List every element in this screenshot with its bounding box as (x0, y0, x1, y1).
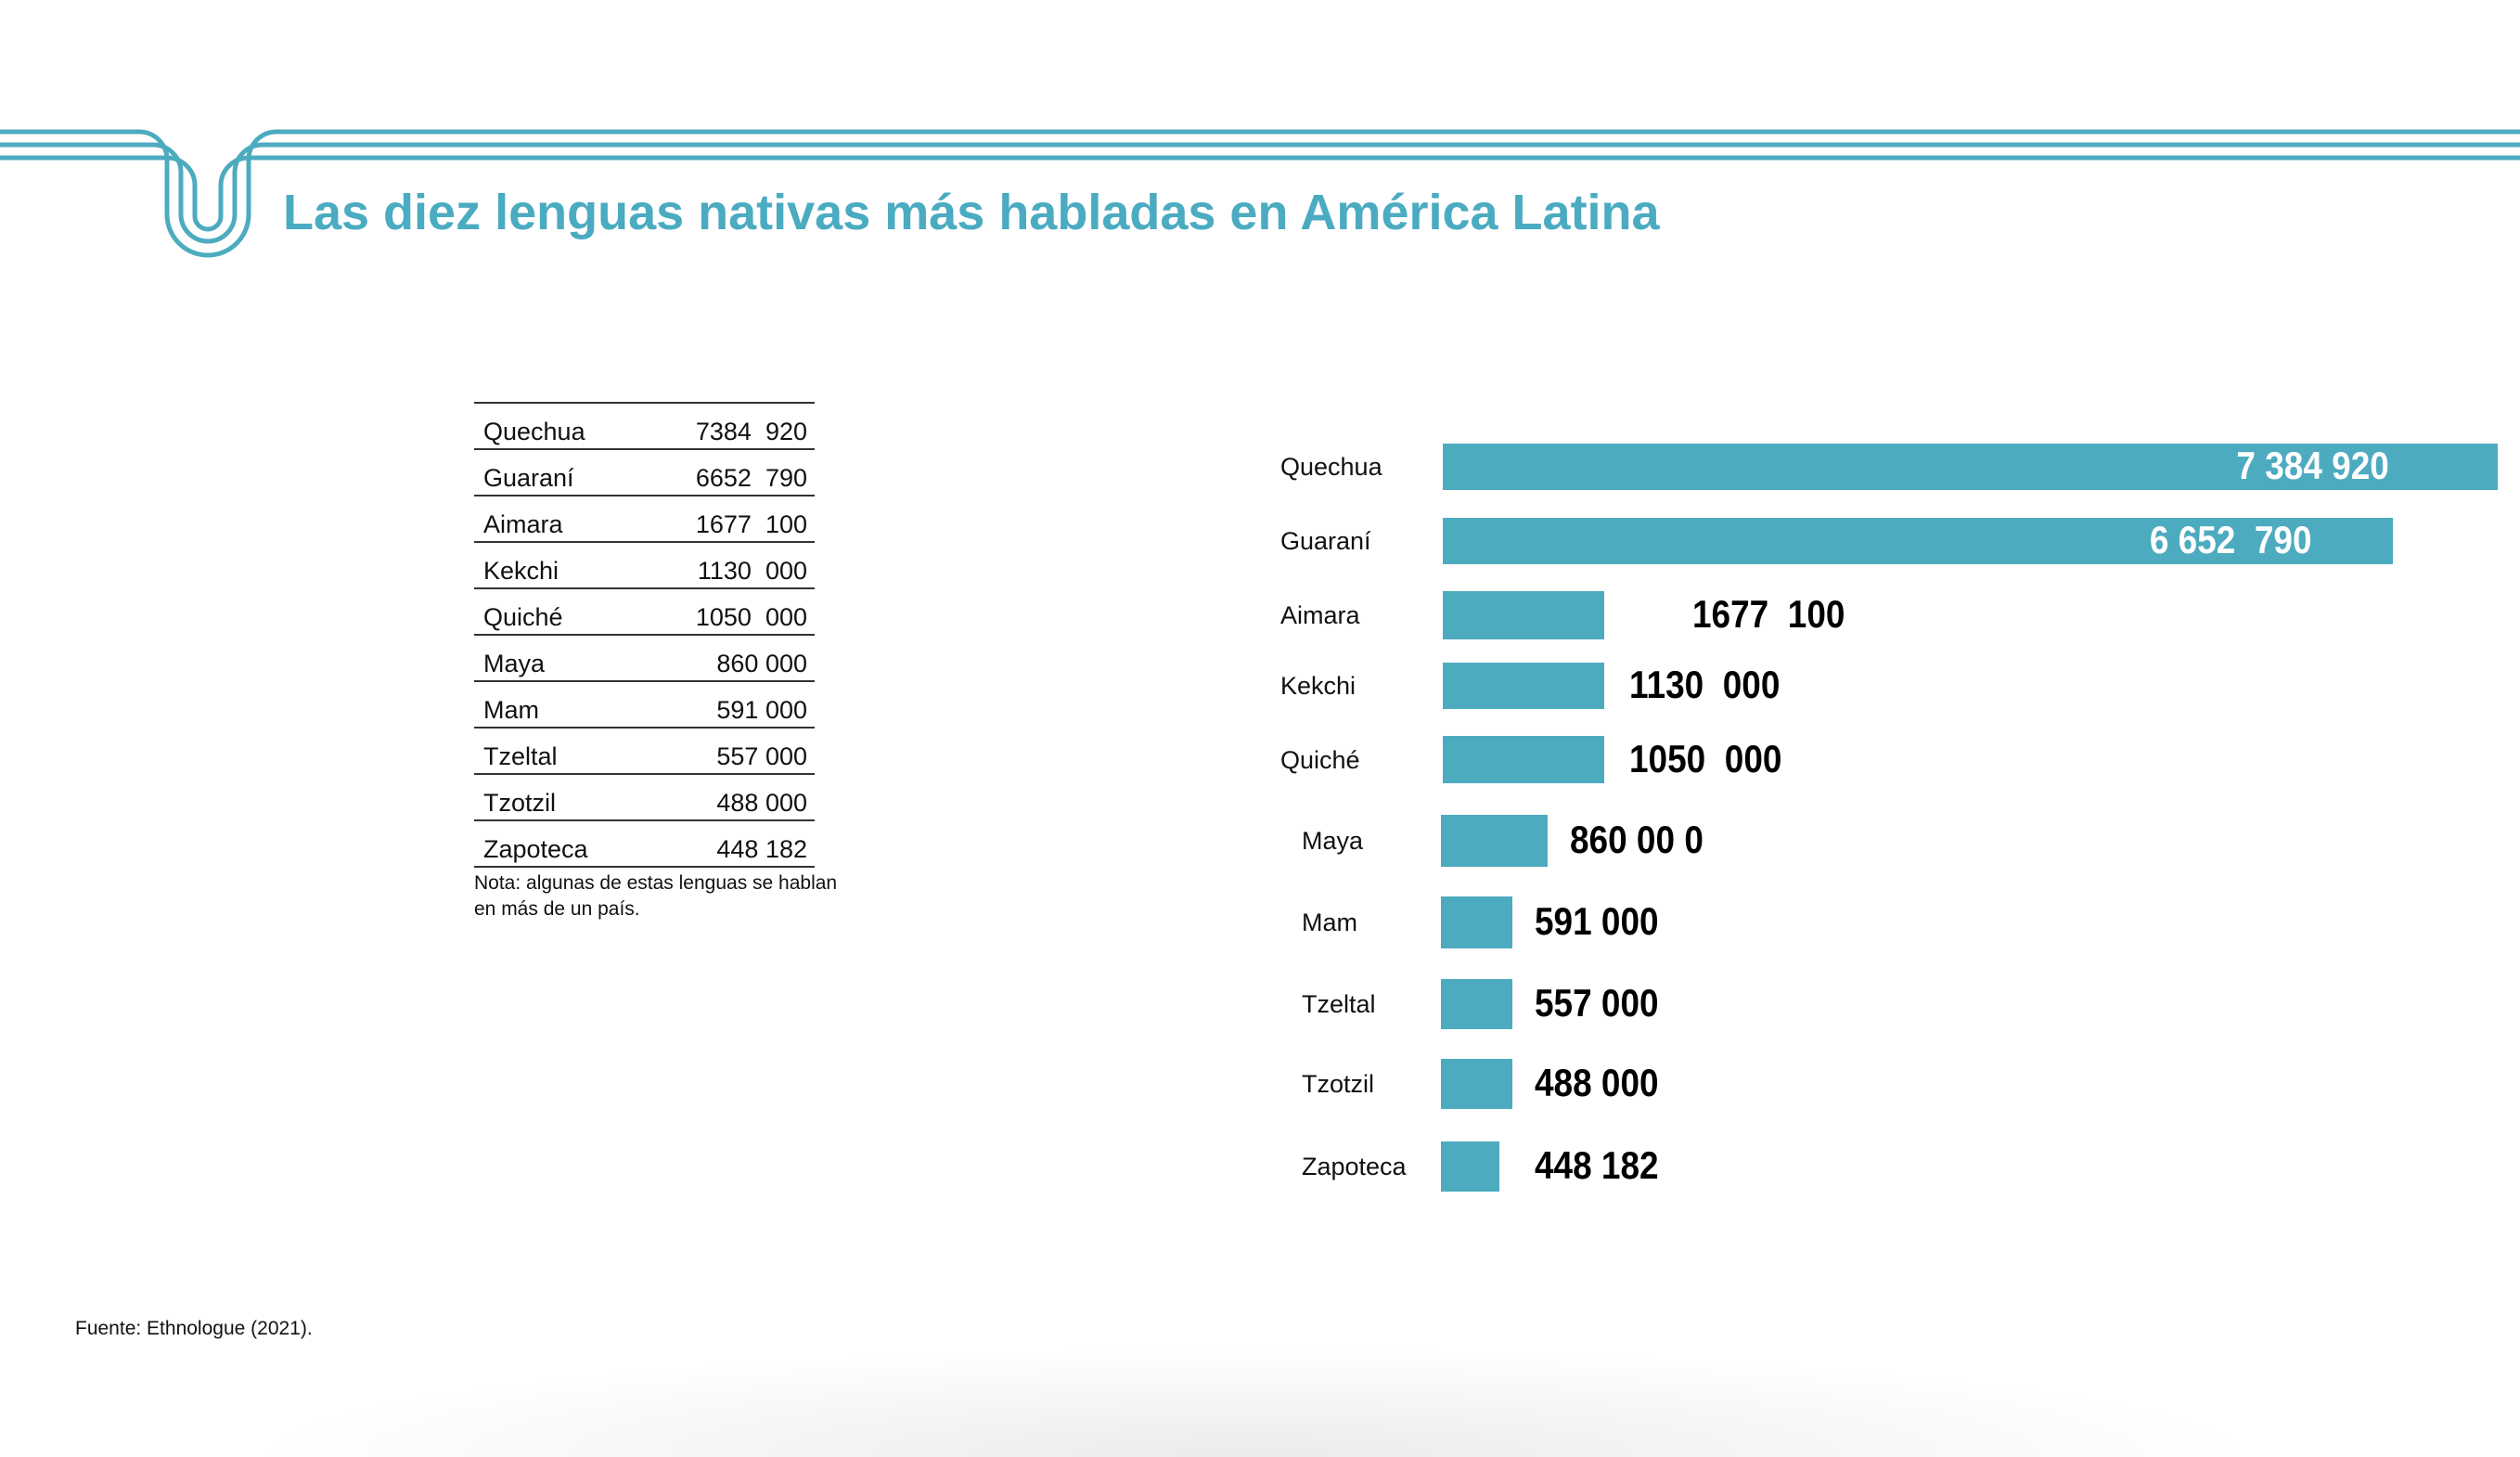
page-title: Las diez lenguas nativas más habladas en… (283, 185, 1660, 240)
source-note: Fuente: Ethnologue (2021). (75, 1318, 313, 1339)
data-label: 860 00 0 (1570, 818, 1704, 861)
bar-aimara (1443, 591, 1604, 639)
speakers-cell: 1130 000 (697, 557, 807, 585)
stripe-line-inner (0, 155, 2520, 232)
category-label: Tzeltal (1302, 990, 1376, 1018)
table-row: Aimara 1677 100 (474, 496, 815, 543)
speakers-cell: 6652 790 (695, 464, 807, 492)
category-label: Guaraní (1280, 527, 1371, 555)
bar-maya (1441, 815, 1548, 867)
language-cell: Quiché (483, 603, 563, 631)
language-cell: Quechua (483, 418, 585, 445)
speakers-cell: 1050 000 (695, 603, 807, 631)
language-cell: Tzeltal (483, 742, 558, 770)
table-row: Quechua 7384 920 (474, 404, 815, 450)
bar-tzotzil (1441, 1059, 1512, 1109)
category-label: Tzotzil (1302, 1070, 1375, 1098)
language-cell: Zapoteca (483, 835, 588, 863)
speakers-cell: 591 000 (716, 696, 807, 724)
bar-guaraní (1443, 518, 2393, 564)
data-label: 448 182 (1535, 1143, 1659, 1187)
table-row: Mam 591 000 (474, 682, 815, 728)
bar-zapoteca (1441, 1141, 1499, 1192)
category-label: Zapoteca (1302, 1153, 1407, 1180)
language-cell: Mam (483, 696, 539, 724)
language-cell: Aimara (483, 510, 563, 538)
bar-tzeltal (1441, 979, 1512, 1029)
languages-table: Quechua 7384 920 Guaraní 6652 790 Aimara 1677… (474, 402, 815, 868)
table-row: Tzotzil 488 000 (474, 775, 815, 821)
data-label: 1130 000 (1629, 663, 1781, 706)
bar-quechua (1443, 444, 2498, 490)
category-label: Aimara (1280, 601, 1360, 629)
table-row: Guaraní 6652 790 (474, 450, 815, 496)
category-label: Maya (1302, 827, 1364, 855)
table-note: Nota: algunas de estas lenguas se hablan… (474, 872, 838, 920)
category-label: Quechua (1280, 453, 1382, 481)
data-label: 488 000 (1535, 1061, 1659, 1104)
category-label: Quiché (1280, 745, 1360, 774)
bottom-shadow (232, 1346, 2273, 1457)
data-label: 6 652 790 (2150, 518, 2312, 561)
speakers-cell: 860 000 (716, 650, 807, 677)
category-label: Kekchi (1280, 672, 1356, 700)
speakers-cell: 557 000 (716, 742, 807, 770)
data-label: 557 000 (1535, 981, 1659, 1025)
speakers-cell: 7384 920 (695, 418, 807, 445)
data-label: 591 000 (1535, 899, 1659, 943)
bar-kekchi (1443, 663, 1604, 709)
language-cell: Maya (483, 650, 546, 677)
table-row: Maya 860 000 (474, 636, 815, 682)
bar-quiché (1443, 736, 1604, 783)
table-row: Zapoteca 448 182 (474, 821, 815, 868)
category-label: Mam (1302, 909, 1357, 936)
speakers-cell: 1677 100 (695, 510, 807, 538)
data-label: 1050 000 (1629, 736, 1782, 780)
data-label: 7 384 920 (2236, 444, 2389, 487)
language-cell: Kekchi (483, 557, 559, 585)
table-row: Quiché 1050 000 (474, 589, 815, 636)
speakers-cell: 488 000 (716, 789, 807, 817)
bar-mam (1441, 896, 1512, 948)
data-label: 1677 100 (1692, 592, 1845, 636)
speakers-cell: 448 182 (716, 835, 807, 863)
table-row: Tzeltal 557 000 (474, 728, 815, 775)
language-cell: Guaraní (483, 464, 574, 492)
header-stripe-decoration (0, 129, 2520, 258)
language-cell: Tzotzil (483, 789, 557, 817)
table-row: Kekchi 1130 000 (474, 543, 815, 589)
